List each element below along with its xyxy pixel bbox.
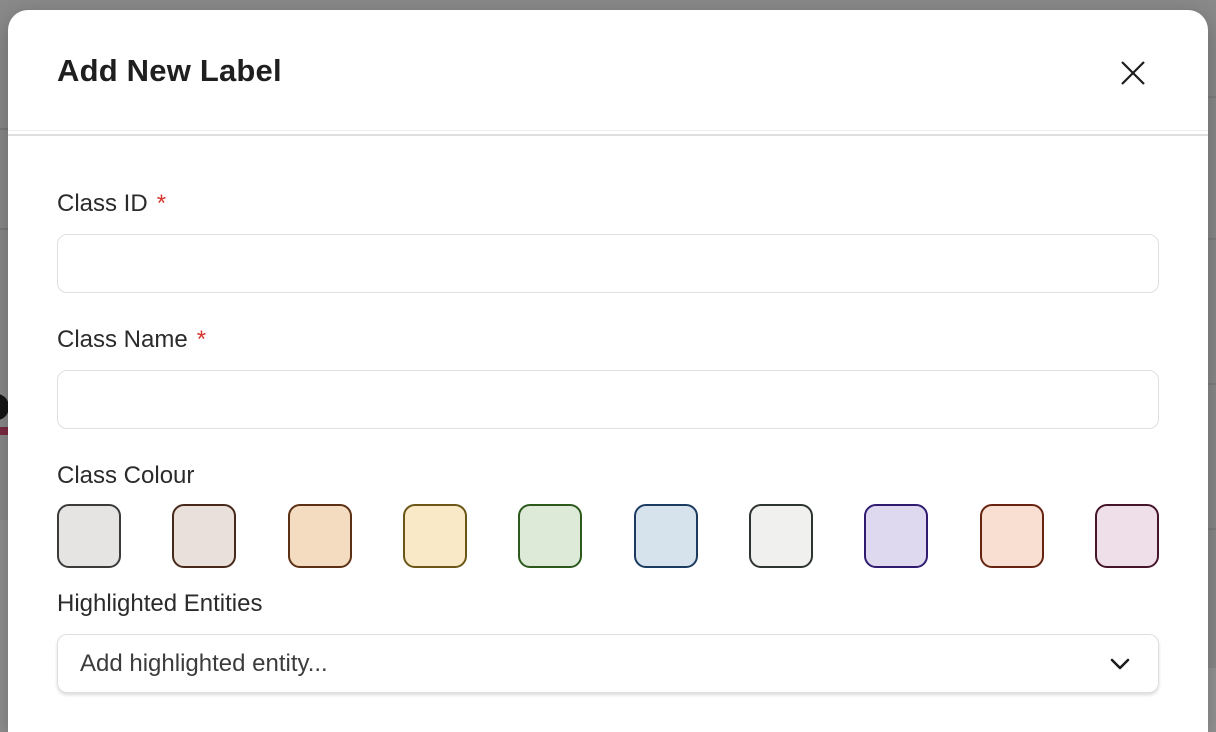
colour-swatch-lavender[interactable] xyxy=(864,504,929,568)
close-icon xyxy=(1118,58,1148,91)
class-colour-label: Class Colour xyxy=(57,462,195,489)
highlighted-entity-placeholder: Add highlighted entity... xyxy=(80,649,328,677)
class-name-label: Class Name * xyxy=(57,326,207,353)
class-id-input[interactable] xyxy=(57,234,1159,293)
highlighted-entity-select[interactable]: Add highlighted entity... xyxy=(57,634,1159,693)
background-page-remnant xyxy=(0,128,8,130)
header-divider xyxy=(8,130,1208,131)
class-name-input[interactable] xyxy=(57,370,1159,429)
add-new-label-dialog: Add New Label Class ID * Class Name * Clas… xyxy=(8,10,1208,732)
background-page-remnant xyxy=(0,520,8,732)
background-page-remnant xyxy=(1208,96,1216,98)
colour-swatch-grey[interactable] xyxy=(57,504,121,568)
background-page-remnant xyxy=(1208,528,1216,530)
background-page-remnant xyxy=(1208,238,1216,240)
colour-swatch-white[interactable] xyxy=(748,504,813,568)
close-button[interactable] xyxy=(1113,54,1153,94)
colour-swatch-blush[interactable] xyxy=(979,504,1044,568)
background-page-remnant xyxy=(1208,383,1216,385)
chevron-down-icon xyxy=(1107,651,1133,677)
required-asterisk: * xyxy=(156,190,167,217)
colour-swatch-green[interactable] xyxy=(518,504,583,568)
background-page-remnant xyxy=(1208,668,1216,732)
class-id-label: Class ID * xyxy=(57,190,167,217)
background-page-remnant xyxy=(0,228,8,230)
required-asterisk: * xyxy=(196,326,207,353)
header-divider-shadow xyxy=(8,134,1208,136)
colour-swatch-peach[interactable] xyxy=(287,504,352,568)
colour-swatch-cream[interactable] xyxy=(402,504,467,568)
colour-swatch-taupe[interactable] xyxy=(172,504,237,568)
colour-swatch-rose[interactable] xyxy=(1094,504,1159,568)
colour-swatches xyxy=(57,504,1159,568)
colour-swatch-blue[interactable] xyxy=(633,504,698,568)
dialog-title: Add New Label xyxy=(57,53,282,88)
background-page-remnant xyxy=(0,427,8,435)
dialog-body: Class ID * Class Name * Class Colour Highl… xyxy=(8,136,1208,693)
background-page-remnant xyxy=(0,394,9,420)
highlighted-entities-label: Highlighted Entities xyxy=(57,590,263,617)
dialog-header: Add New Label xyxy=(8,10,1208,130)
